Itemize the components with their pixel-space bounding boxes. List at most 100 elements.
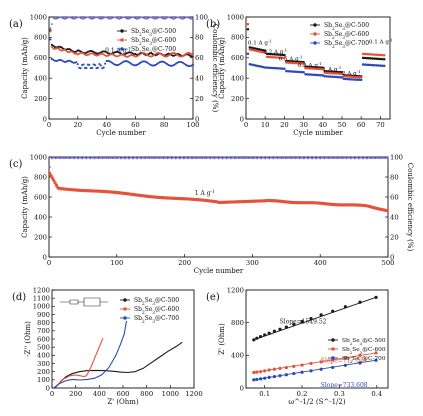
data-point bbox=[269, 55, 273, 59]
data-point bbox=[52, 178, 56, 182]
data-point bbox=[381, 57, 384, 61]
data-point bbox=[358, 300, 362, 304]
ce-point bbox=[68, 16, 70, 19]
data-point bbox=[319, 67, 323, 71]
data-point bbox=[272, 367, 276, 371]
x-tick-label: 0.1 bbox=[259, 390, 270, 398]
ce-point bbox=[209, 157, 212, 160]
data-point bbox=[258, 334, 263, 339]
ce-point bbox=[73, 157, 75, 160]
y-tick-label: 1200 bbox=[227, 286, 244, 294]
ce-point bbox=[233, 157, 236, 160]
ce-point bbox=[107, 157, 110, 159]
y-tick-label: 400 bbox=[37, 352, 50, 360]
circuit-icon bbox=[60, 297, 108, 307]
data-point bbox=[269, 66, 273, 70]
data-point bbox=[361, 56, 365, 60]
ce-point bbox=[71, 156, 73, 159]
data-point bbox=[267, 55, 271, 59]
data-point bbox=[292, 70, 296, 73]
x-tick-label: 0 bbox=[47, 259, 51, 267]
y-tick-label: 200 bbox=[34, 233, 47, 241]
ce-point bbox=[166, 157, 169, 160]
data-point bbox=[315, 73, 319, 77]
legend-marker bbox=[331, 347, 335, 351]
data-point bbox=[367, 52, 371, 56]
ce-point bbox=[374, 157, 377, 160]
ce-point bbox=[266, 156, 269, 159]
ce-point bbox=[142, 156, 145, 159]
legend-marker bbox=[313, 41, 317, 45]
y-tick-label: 0 bbox=[46, 384, 50, 392]
data-point bbox=[358, 361, 362, 365]
data-point bbox=[246, 52, 250, 55]
ce-point bbox=[189, 156, 191, 159]
y2-tick-label: 100 bbox=[195, 13, 208, 21]
ce-point bbox=[219, 156, 222, 159]
ce-point bbox=[368, 156, 370, 159]
ce-point bbox=[250, 156, 252, 159]
y-tick-label: 600 bbox=[34, 193, 47, 201]
ce-point bbox=[98, 17, 101, 20]
x-tick-label: 0 bbox=[47, 121, 51, 129]
data-point bbox=[278, 374, 282, 378]
ce-point bbox=[170, 157, 173, 160]
y2-tick-label: 100 bbox=[390, 153, 403, 161]
data-point bbox=[354, 75, 357, 79]
panel-letter: (a) bbox=[9, 19, 23, 30]
ce-point bbox=[169, 16, 171, 19]
data-point bbox=[382, 64, 386, 68]
ce-point bbox=[185, 16, 187, 19]
ce-point bbox=[378, 157, 381, 159]
data-point bbox=[288, 61, 292, 65]
data-point bbox=[359, 76, 363, 79]
ce-point bbox=[111, 17, 114, 19]
ce-point bbox=[349, 157, 352, 160]
y-axis-label: Capacity (mAh/g) bbox=[21, 176, 29, 238]
data-point bbox=[352, 78, 355, 81]
ce-point bbox=[294, 157, 297, 160]
y2-tick-label: 0 bbox=[390, 253, 394, 261]
data-point bbox=[300, 62, 303, 65]
ce-point bbox=[134, 17, 137, 20]
data-point bbox=[300, 363, 304, 367]
x-tick-label: 10 bbox=[261, 121, 270, 129]
data-point bbox=[273, 53, 277, 56]
data-point bbox=[252, 378, 256, 382]
data-point bbox=[286, 70, 290, 73]
data-point bbox=[88, 63, 91, 66]
ce-point bbox=[75, 17, 78, 19]
ce-point bbox=[79, 156, 82, 159]
data-point bbox=[160, 60, 163, 63]
ce-point bbox=[191, 157, 193, 160]
data-point bbox=[267, 66, 271, 69]
data-point bbox=[333, 72, 336, 75]
ce-point bbox=[187, 157, 189, 160]
ce-point bbox=[58, 157, 61, 160]
ce-point bbox=[85, 16, 88, 19]
data-point bbox=[373, 53, 376, 56]
annotation: 0.5 A g-1 bbox=[279, 54, 303, 63]
ce-point bbox=[104, 16, 106, 19]
data-point bbox=[313, 73, 317, 77]
ce-point bbox=[252, 157, 254, 160]
data-point bbox=[294, 70, 298, 74]
legend-marker bbox=[120, 29, 124, 33]
x-tick-label: 0 bbox=[244, 121, 248, 129]
data-point bbox=[365, 63, 369, 67]
data-point bbox=[49, 30, 52, 33]
ce-point bbox=[353, 157, 356, 160]
legend-label: Sb2Se3@C-600 bbox=[134, 306, 179, 315]
data-point bbox=[382, 53, 386, 57]
ce-point bbox=[235, 156, 238, 159]
ce-point bbox=[126, 156, 128, 159]
data-point bbox=[325, 71, 328, 75]
data-point bbox=[256, 49, 259, 53]
y-tick-label: 800 bbox=[37, 319, 50, 327]
slope-label: Slope=717.051 bbox=[321, 357, 368, 364]
ce-point bbox=[190, 18, 193, 20]
ce-point bbox=[95, 156, 98, 159]
ce-point bbox=[50, 157, 53, 160]
data-point bbox=[356, 78, 359, 81]
